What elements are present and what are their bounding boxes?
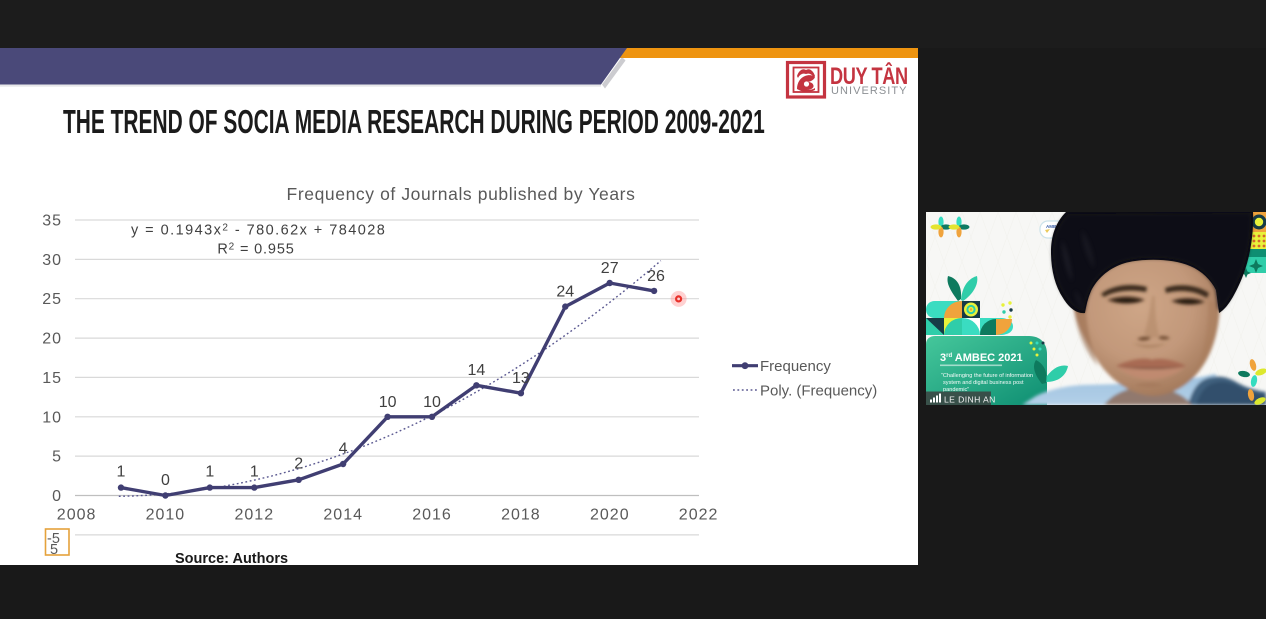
- svg-text:-5: -5: [47, 531, 60, 547]
- svg-text:pandemic”: pandemic”: [943, 387, 969, 393]
- svg-text:10: 10: [423, 394, 441, 411]
- svg-text:2016: 2016: [412, 507, 452, 524]
- svg-text:AMBEC: AMBEC: [1046, 224, 1063, 229]
- svg-text:13: 13: [512, 370, 530, 387]
- svg-text:26: 26: [647, 268, 665, 285]
- svg-text:2008: 2008: [57, 507, 97, 524]
- svg-text:Source: Authors: Source: Authors: [175, 551, 288, 565]
- svg-text:2014: 2014: [323, 507, 363, 524]
- svg-text:5: 5: [52, 449, 62, 466]
- svg-text:20: 20: [42, 331, 62, 348]
- svg-text:3rd AMBEC 2021: 3rd AMBEC 2021: [940, 352, 1023, 364]
- svg-text:2020: 2020: [590, 507, 630, 524]
- svg-text:Poly. (Frequency): Poly. (Frequency): [760, 382, 877, 399]
- svg-text:2022: 2022: [679, 507, 719, 524]
- svg-text:1: 1: [117, 464, 126, 481]
- svg-text:4: 4: [339, 441, 348, 458]
- svg-text:“Challenging the future of inf: “Challenging the future of information: [941, 373, 1033, 379]
- svg-text:1: 1: [205, 464, 214, 481]
- svg-text:10: 10: [379, 394, 397, 411]
- svg-text:system and digital business po: system and digital business post: [943, 380, 1024, 386]
- svg-text:14: 14: [468, 362, 486, 379]
- svg-text:Frequency: Frequency: [760, 358, 831, 375]
- svg-text:UNIVERSITY: UNIVERSITY: [831, 85, 908, 97]
- svg-text:35: 35: [42, 213, 62, 230]
- svg-text:0: 0: [161, 472, 170, 489]
- svg-text:2018: 2018: [501, 507, 541, 524]
- svg-text:25: 25: [42, 291, 62, 308]
- svg-text:LE DINH AN: LE DINH AN: [944, 395, 996, 405]
- svg-text:27: 27: [601, 260, 619, 277]
- svg-text:5: 5: [50, 542, 58, 558]
- svg-text:1: 1: [250, 464, 259, 481]
- svg-text:y = 0.1943x2 - 780.62x + 78402: y = 0.1943x2 - 780.62x + 784028: [131, 223, 386, 239]
- svg-text:R2 = 0.955: R2 = 0.955: [217, 242, 294, 258]
- svg-text:2012: 2012: [235, 507, 275, 524]
- svg-text:Frequency of Journals publishe: Frequency of Journals published by Years: [287, 184, 636, 204]
- svg-text:0: 0: [52, 488, 62, 505]
- svg-text:30: 30: [42, 252, 62, 269]
- svg-text:15: 15: [42, 370, 62, 387]
- svg-text:DUY TÂN: DUY TÂN: [830, 61, 908, 89]
- svg-text:2010: 2010: [146, 507, 186, 524]
- svg-text:24: 24: [556, 284, 574, 301]
- svg-text:2: 2: [294, 456, 303, 473]
- svg-text:10: 10: [42, 409, 62, 426]
